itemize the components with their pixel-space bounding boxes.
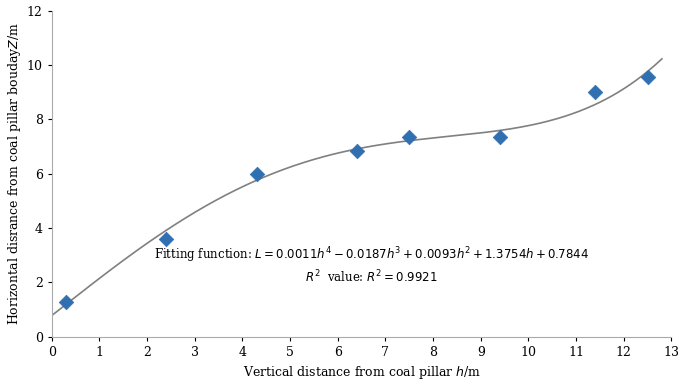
Point [590, 89, 601, 95]
Y-axis label: Horizontal disrance from coal pillar bouday$Z$/m: Horizontal disrance from coal pillar bou… [5, 22, 23, 325]
X-axis label: Vertical distance from coal pillar $h$/m: Vertical distance from coal pillar $h$/m [242, 365, 481, 382]
Point [495, 134, 506, 140]
Point [60, 298, 71, 305]
Text: $R^2$  value: $R^2 = 0.9921$: $R^2$ value: $R^2 = 0.9921$ [305, 269, 437, 285]
Point [161, 236, 172, 242]
Point [351, 147, 362, 154]
Point [642, 74, 653, 80]
Text: Fitting function: $L = 0.0011h^4 - 0.0187h^3 + 0.0093h^2 + 1.3754h + 0.7844$: Fitting function: $L = 0.0011h^4 - 0.018… [153, 245, 588, 265]
Point [251, 171, 262, 177]
Point [403, 134, 414, 140]
